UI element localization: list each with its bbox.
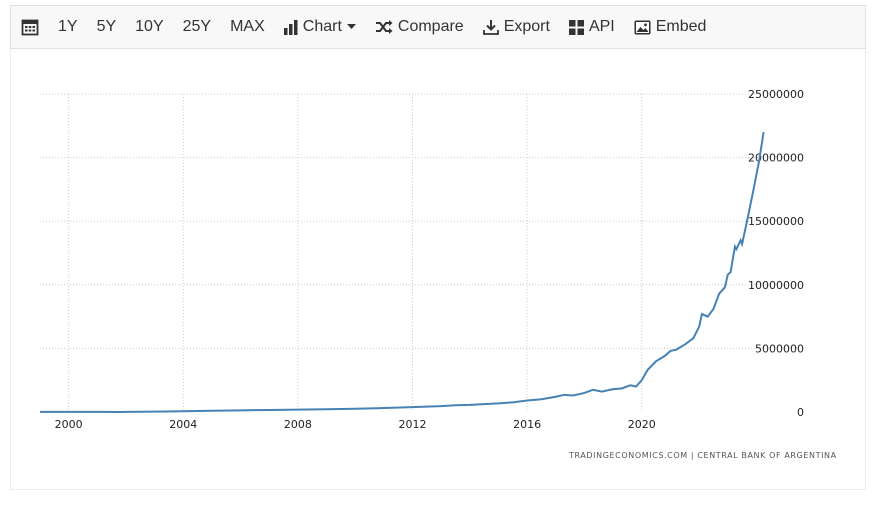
y-tick-label: 0 xyxy=(797,406,804,419)
range-max-label: MAX xyxy=(230,18,265,35)
y-tick-label: 15000000 xyxy=(748,215,804,228)
x-tick-label: 2004 xyxy=(169,418,197,431)
y-tick-label: 20000000 xyxy=(748,152,804,165)
chart-type-dropdown[interactable]: Chart xyxy=(283,18,356,36)
shuffle-icon xyxy=(375,19,393,35)
api-button[interactable]: API xyxy=(568,18,615,36)
range-25y-button[interactable]: 25Y xyxy=(183,18,211,36)
bar-chart-icon xyxy=(283,19,298,35)
series-line xyxy=(39,132,765,414)
image-icon xyxy=(634,20,651,35)
calendar-button[interactable] xyxy=(21,18,39,36)
range-25y-label: 25Y xyxy=(182,18,212,35)
grid-icon xyxy=(568,19,584,35)
x-tick-label: 2008 xyxy=(284,418,312,431)
range-10y-button[interactable]: 10Y xyxy=(135,18,163,36)
x-tick-label: 2012 xyxy=(399,418,427,431)
x-tick-label: 2016 xyxy=(513,418,541,431)
y-tick-label: 25000000 xyxy=(748,88,804,101)
y-tick-label: 5000000 xyxy=(755,342,804,355)
chart-grid xyxy=(40,93,765,412)
calendar-icon xyxy=(21,18,39,36)
range-1y-button[interactable]: 1Y xyxy=(58,18,78,36)
range-5y-label: 5Y xyxy=(96,18,117,35)
embed-label: Embed xyxy=(655,18,707,35)
chart-type-label: Chart xyxy=(302,18,342,35)
chart-panel xyxy=(10,50,866,490)
compare-label: Compare xyxy=(397,18,464,35)
api-label: API xyxy=(588,18,615,35)
export-label: Export xyxy=(503,18,550,35)
y-tick-label: 10000000 xyxy=(748,279,804,292)
download-icon xyxy=(482,19,499,35)
caret-down-icon xyxy=(346,24,356,30)
range-5y-button[interactable]: 5Y xyxy=(97,18,117,36)
compare-button[interactable]: Compare xyxy=(375,18,464,36)
range-max-button[interactable]: MAX xyxy=(230,18,265,36)
export-button[interactable]: Export xyxy=(482,18,550,36)
embed-button[interactable]: Embed xyxy=(634,18,707,36)
range-1y-label: 1Y xyxy=(58,18,78,35)
x-tick-label: 2020 xyxy=(628,418,656,431)
y-axis: 0 5000000 10000000 15000000 20000000 25000000 xyxy=(748,88,804,419)
x-tick-label: 2000 xyxy=(55,418,83,431)
chart-toolbar: 1Y 5Y 10Y 25Y MAX Chart Compare Export A… xyxy=(10,5,866,49)
source-credit: TRADINGECONOMICS.COM | CENTRAL BANK OF A… xyxy=(569,451,837,460)
x-axis: 2000 2004 2008 2012 2016 2020 xyxy=(55,418,656,431)
range-10y-label: 10Y xyxy=(135,18,164,35)
